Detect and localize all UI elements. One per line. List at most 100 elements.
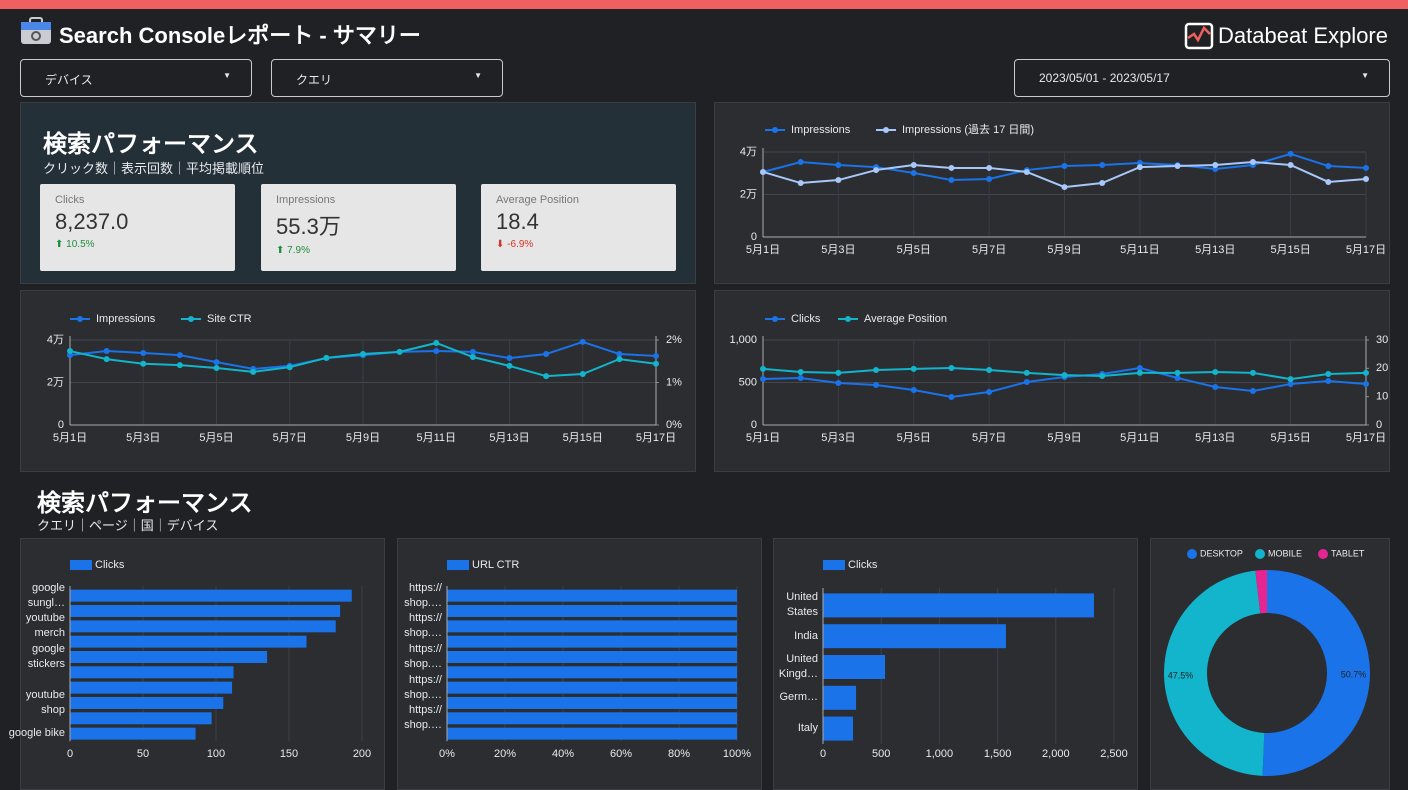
data-point [948,365,955,372]
data-point [948,164,955,171]
y-tick-label: google bike [8,727,65,740]
date-range[interactable]: 2023/05/01 - 2023/05/17 ▼ [1014,59,1390,97]
x-tick-label: 5月15日 [563,432,603,444]
x-tick-label: 5月11日 [1120,432,1160,444]
bar [70,650,268,663]
section-title: 検索パフォーマンス [37,490,253,517]
legend-dot [1318,549,1328,559]
query-filter[interactable]: クエリ ▼ [271,59,503,97]
data-point [835,380,842,387]
y-tick-label: https:// shop.… [404,612,442,640]
bar [447,681,737,694]
data-point [1174,163,1181,170]
x-tick-label: 100 [207,748,225,760]
data-point [948,394,955,401]
x-tick-label: 5月9日 [1047,244,1081,256]
data-point [1363,164,1369,171]
x-tick-label: 0 [820,748,826,760]
x-tick-label: 0% [439,748,455,760]
data-point [986,175,993,182]
bar [447,620,737,633]
bar [70,727,196,740]
data-point [543,351,550,358]
legend-label: URL CTR [472,559,519,571]
x-tick-label: 5月17日 [1346,432,1386,444]
x-tick-label: 5月11日 [416,432,456,444]
scorecard-change: 7.9% [287,245,310,256]
bar [823,593,1094,618]
y-tick-label: 1,000 [729,334,757,346]
y-tick-label: 0 [751,419,757,431]
legend-label: Clicks [848,559,878,571]
data-point [1099,180,1106,187]
legend-dot [883,127,889,133]
legend-dot [1255,549,1265,559]
device-filter[interactable]: デバイス ▼ [20,59,252,97]
bar [447,635,737,648]
bar [70,635,307,648]
scorecard-label: Clicks [55,194,85,206]
x-tick-label: 5月11日 [1120,244,1160,256]
bar [70,604,341,617]
bar [447,666,737,679]
data-point [1099,372,1106,379]
legend-dot [1187,549,1197,559]
x-tick-label: 200 [353,748,371,760]
filter-label: クエリ [296,73,333,87]
x-tick-label: 5月15日 [1270,432,1310,444]
y-tick-label: India [794,629,818,642]
x-tick-label: 5月7日 [273,432,307,444]
x-tick-label: 100% [723,748,751,760]
bar [70,681,233,694]
y-tick-label: 4万 [47,334,64,346]
data-point [986,367,993,374]
data-point [760,168,766,175]
data-point [910,161,917,168]
donut-slice [1255,570,1267,614]
y-tick-label: https:// shop.… [404,704,442,732]
section-title: 検索パフォーマンス [43,131,259,158]
y-tick-label: https:// shop.… [404,673,442,701]
donut-slice [1262,570,1371,776]
data-point [213,359,220,366]
filter-label: 2023/05/01 - 2023/05/17 [1039,71,1170,85]
x-tick-label: 5月5日 [897,432,931,444]
y-tick-label: 4万 [740,146,757,158]
bar [447,727,737,740]
data-point [543,373,550,380]
data-point [873,367,880,374]
y-tick-label: United Kingd… [778,653,818,680]
bar [823,655,886,679]
y2-tick-label: 10 [1376,391,1388,403]
data-point [286,364,293,371]
y-tick-label: 500 [739,376,757,388]
data-point [67,348,73,355]
data-point [140,349,147,356]
data-point [103,356,110,363]
legend-label: DESKTOP [1200,548,1243,558]
bar [447,696,737,709]
legend-swatch [70,560,92,570]
data-point [910,170,917,177]
data-point [797,369,804,376]
bar [447,650,737,663]
top-bar [0,0,1408,9]
data-point [176,352,183,359]
data-point [1099,161,1106,168]
x-tick-label: 5月3日 [126,432,160,444]
y-tick-label: google sungl… [27,581,65,609]
data-point [176,362,183,369]
data-point [579,338,586,345]
data-point [1325,178,1332,185]
data-point [506,362,513,369]
y-tick-label: Italy [797,722,818,735]
data-point [1061,372,1068,379]
y-tick-label: google stickers [27,642,65,670]
legend-dot [845,316,851,322]
data-point [910,386,917,393]
bar [823,685,857,710]
data-point [1212,369,1219,376]
bar [447,604,737,617]
bar [823,716,854,741]
